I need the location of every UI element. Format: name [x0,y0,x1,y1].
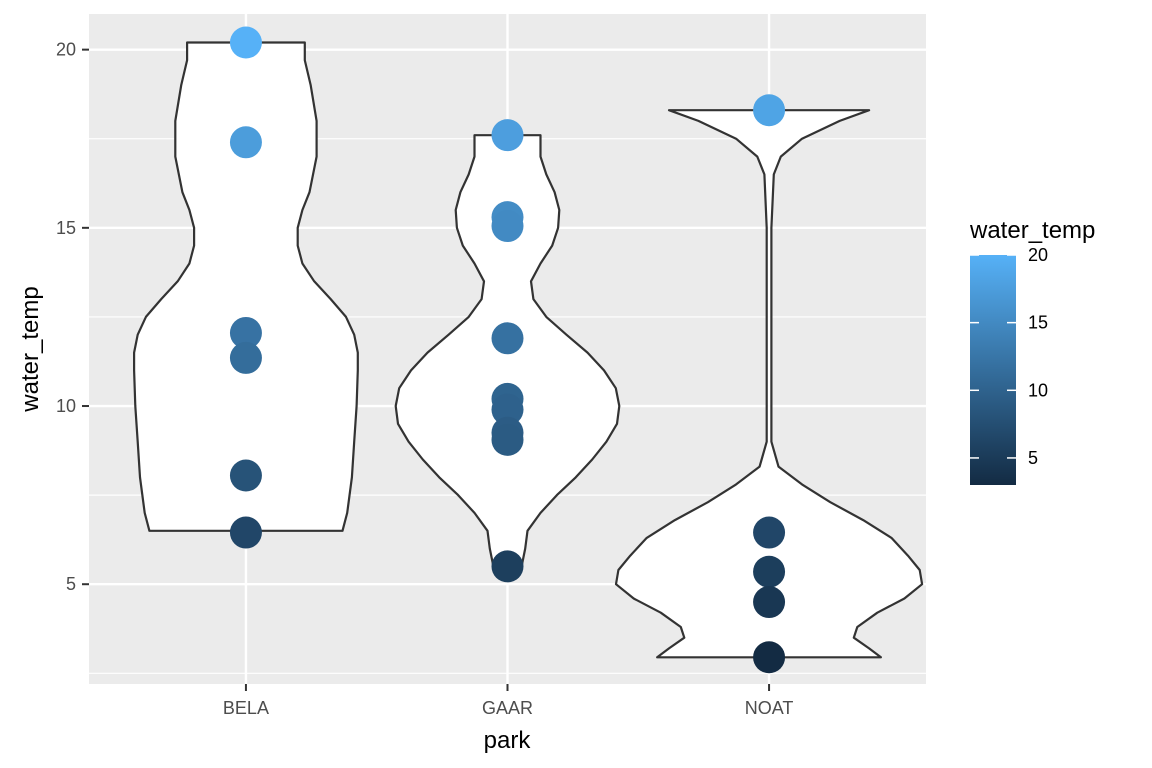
y-tick-label: 10 [56,396,76,416]
data-point [753,641,786,674]
x-tick-label: BELA [223,698,269,718]
data-point [229,516,262,549]
points [229,26,786,674]
legend-tick-label: 5 [1028,448,1038,468]
data-point [491,423,524,456]
legend-title: water_temp [969,217,1095,244]
y-axis-title: water_temp [17,286,44,412]
legend-ticks: 5 10 15 20 [970,245,1048,468]
data-point [229,459,262,492]
data-point [491,393,524,426]
colorbar [970,255,1016,485]
x-axis-title: park [484,727,532,754]
legend-tick-label: 15 [1028,313,1048,333]
data-point [491,322,524,355]
x-axis: BELA GAAR NOAT [223,684,793,718]
violin-bela [133,41,359,532]
legend: water_temp 5 10 15 20 [969,217,1095,485]
y-tick-label: 20 [56,40,76,60]
violin-noat [614,109,924,659]
data-point [491,119,524,152]
data-point [753,555,786,588]
data-point [753,516,786,549]
legend-tick-label: 10 [1028,380,1048,400]
data-point [753,94,786,127]
x-tick-label: NOAT [745,698,794,718]
y-axis: 5 10 15 20 [56,40,89,594]
data-point [753,586,786,619]
y-tick-label: 15 [56,218,76,238]
data-point [491,550,524,583]
data-point [491,210,524,243]
data-point [229,126,262,159]
x-tick-label: GAAR [482,698,533,718]
legend-tick-label: 20 [1028,245,1048,265]
data-point [229,341,262,374]
data-point [229,26,262,59]
data-point [229,316,262,349]
y-tick-label: 5 [66,574,76,594]
